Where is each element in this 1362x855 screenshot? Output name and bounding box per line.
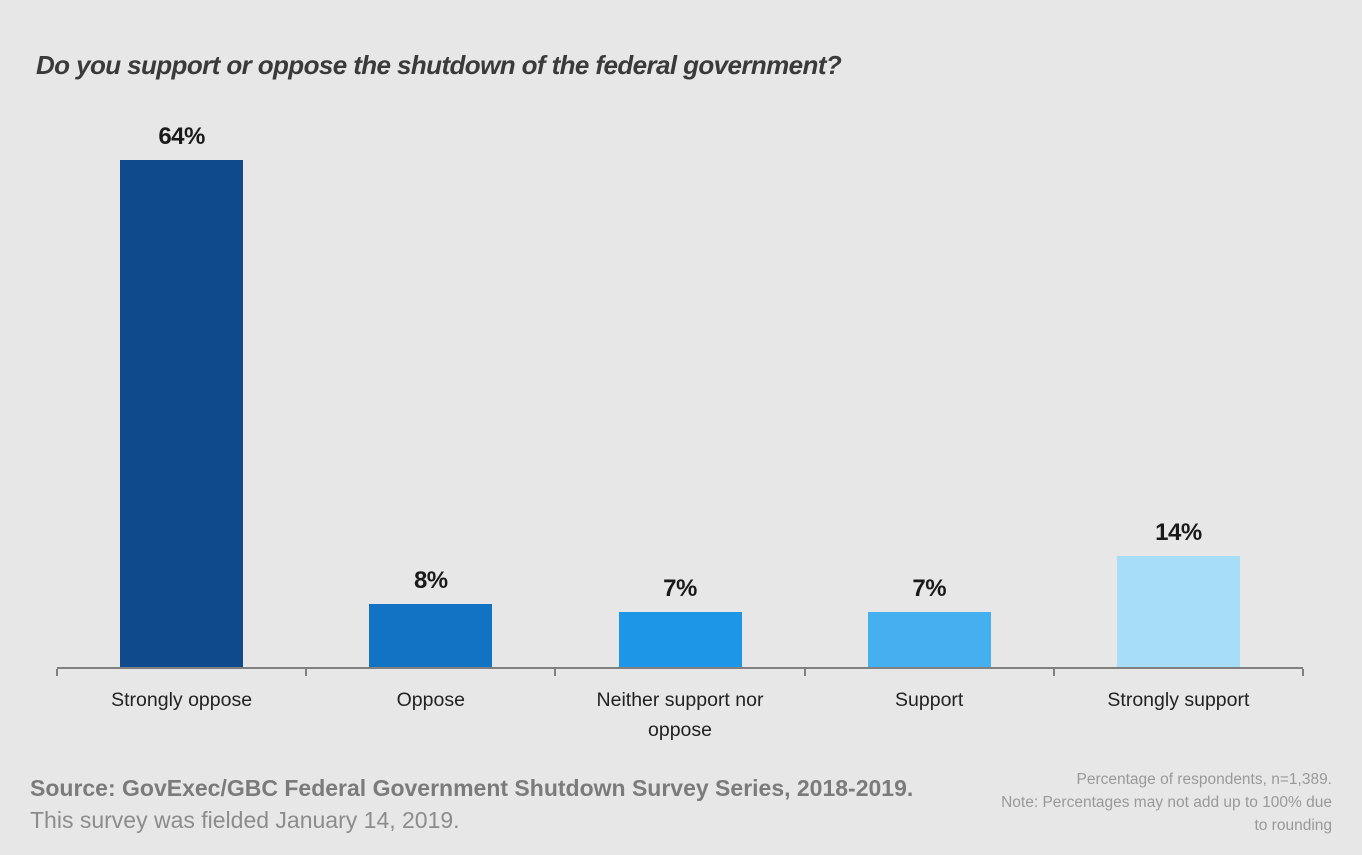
x-axis-category-label: Oppose bbox=[306, 685, 555, 745]
bar-column: 64% bbox=[57, 114, 306, 667]
note-rounding-line: Note: Percentages may not add up to 100%… bbox=[1001, 794, 1332, 834]
x-axis-category-label: Support bbox=[805, 685, 1054, 745]
bar bbox=[369, 603, 493, 667]
bar bbox=[618, 611, 742, 667]
bar-value-label: 64% bbox=[158, 122, 205, 150]
bar-value-label: 7% bbox=[663, 574, 697, 602]
bar bbox=[120, 159, 244, 667]
respondents-note: Percentage of respondents, n=1,389. Note… bbox=[992, 768, 1332, 837]
plot-area: 64% 8% 7% 7% 14% bbox=[56, 114, 1304, 676]
x-axis-tick bbox=[1052, 669, 1055, 676]
x-axis-labels: Strongly oppose Oppose Neither support nor… bbox=[57, 685, 1303, 745]
x-axis-tick bbox=[1302, 669, 1304, 676]
bar-value-label: 7% bbox=[912, 574, 947, 602]
bar bbox=[867, 611, 991, 667]
x-axis-category-label: Neither support nor oppose bbox=[555, 685, 804, 745]
x-axis-tick bbox=[554, 669, 557, 676]
x-axis-tick bbox=[56, 669, 58, 676]
x-axis-category-text: Support bbox=[895, 689, 964, 711]
source-line: Source: GovExec/GBC Federal Government S… bbox=[30, 775, 914, 801]
chart-title: Do you support or oppose the shutdown of… bbox=[36, 50, 842, 80]
bars-container: 64% 8% 7% 7% 14% bbox=[57, 114, 1303, 667]
bar-column: 7% bbox=[555, 114, 804, 667]
x-axis-ticks bbox=[56, 667, 1304, 676]
bar-column: 14% bbox=[1054, 114, 1303, 667]
x-axis-category-text: Oppose bbox=[396, 689, 465, 711]
x-axis-category-text: Neither support nor oppose bbox=[596, 689, 764, 741]
bar-value-label: 14% bbox=[1155, 519, 1202, 546]
bar-value-label: 8% bbox=[413, 566, 448, 594]
x-axis-category-text: Strongly oppose bbox=[111, 689, 253, 711]
note-respondents-line: Percentage of respondents, n=1,389. bbox=[1076, 771, 1332, 788]
x-axis-category-label: Strongly oppose bbox=[57, 685, 306, 745]
x-axis-tick bbox=[305, 669, 308, 676]
source-note: Source: GovExec/GBC Federal Government S… bbox=[30, 772, 913, 836]
bar-column: 7% bbox=[805, 114, 1054, 667]
bar-column: 8% bbox=[306, 114, 555, 667]
x-axis-tick bbox=[803, 669, 806, 676]
x-axis-category-label: Strongly support bbox=[1054, 685, 1303, 745]
survey-date-line: This survey was fielded January 14, 2019… bbox=[30, 807, 460, 833]
bar bbox=[1116, 556, 1240, 667]
x-axis-category-text: Strongly support bbox=[1107, 689, 1250, 711]
